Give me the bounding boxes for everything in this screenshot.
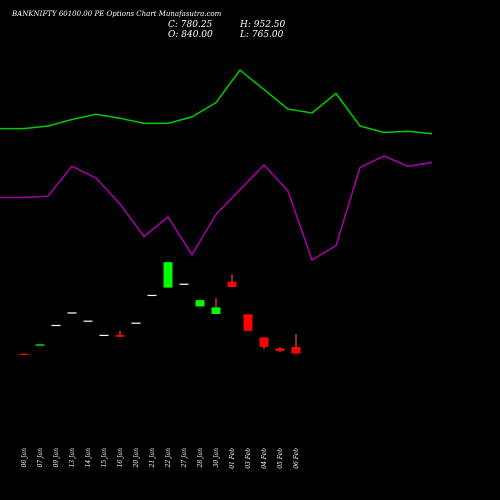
- candle: [243, 314, 253, 331]
- x-tick-label: 20 Jan: [133, 448, 140, 469]
- candle-body: [227, 281, 237, 287]
- purple-line-series: [0, 155, 433, 262]
- candle: [259, 337, 269, 349]
- candle: [227, 274, 237, 287]
- green-line-series: [0, 69, 433, 135]
- candle: [163, 262, 173, 288]
- candle: [275, 347, 285, 352]
- x-tick-label: 16 Jan: [117, 448, 124, 468]
- x-tick-label: 03 Feb: [245, 448, 252, 469]
- candle: [83, 320, 93, 322]
- candle-body: [291, 347, 301, 354]
- open-value: O: 840.00: [168, 30, 213, 40]
- candle: [131, 322, 141, 324]
- x-tick-label: 27 Jan: [181, 448, 188, 469]
- x-tick-label: 07 Jan: [37, 448, 44, 468]
- candle-body: [275, 348, 285, 351]
- candle-body: [243, 314, 253, 331]
- x-tick-label: 22 Jan: [165, 448, 172, 469]
- candle: [35, 344, 45, 346]
- candle-body: [67, 312, 77, 314]
- candle: [99, 334, 109, 336]
- x-tick-label: 09 Jan: [53, 448, 60, 468]
- candle-body: [19, 353, 29, 355]
- x-tick-label: 15 Jan: [101, 448, 108, 468]
- candle-body: [35, 344, 45, 346]
- candle: [179, 283, 189, 285]
- candle-body: [195, 300, 205, 307]
- candle: [147, 294, 157, 297]
- low-value: L: 765.00: [239, 30, 284, 40]
- candle-body: [83, 320, 93, 322]
- x-tick-label: 13 Jan: [69, 448, 76, 468]
- high-value: H: 952.50: [239, 20, 286, 30]
- x-tick-label: 21 Jan: [149, 448, 156, 469]
- candle-body: [163, 262, 173, 288]
- candle: [211, 298, 221, 314]
- candle-body: [51, 324, 61, 327]
- x-tick-label: 06 Feb: [293, 448, 300, 469]
- candle-body: [131, 322, 141, 324]
- x-tick-label: 01 Feb: [229, 448, 236, 469]
- candlestick-series: [19, 262, 301, 355]
- candle-body: [259, 337, 269, 347]
- candle-body: [115, 334, 125, 337]
- x-axis-ticks: 06 Jan 07 Jan 09 Jan 13 Jan 14 Jan 15 Jan 16 J…: [21, 448, 300, 469]
- x-tick-label: 30 Jan: [213, 448, 220, 468]
- candle: [195, 300, 205, 307]
- x-tick-label: 06 Jan: [21, 448, 28, 468]
- candle-body: [179, 283, 189, 285]
- x-tick-label: 04 Feb: [261, 448, 268, 469]
- candle: [19, 353, 29, 355]
- x-tick-label: 14 Jan: [85, 448, 92, 468]
- close-value: C: 780.25: [168, 20, 213, 30]
- x-tick-label: 28 Jan: [197, 448, 204, 469]
- candle-body: [211, 307, 221, 314]
- chart-title: BANKNIFTY 60100.00 PE Options Chart Muna…: [11, 10, 222, 18]
- x-tick-label: 05 Feb: [277, 448, 284, 469]
- candle: [67, 312, 77, 314]
- candle: [51, 324, 61, 327]
- candle: [115, 330, 125, 337]
- candle: [291, 333, 301, 355]
- candle-body: [147, 294, 157, 297]
- candle-body: [99, 334, 109, 336]
